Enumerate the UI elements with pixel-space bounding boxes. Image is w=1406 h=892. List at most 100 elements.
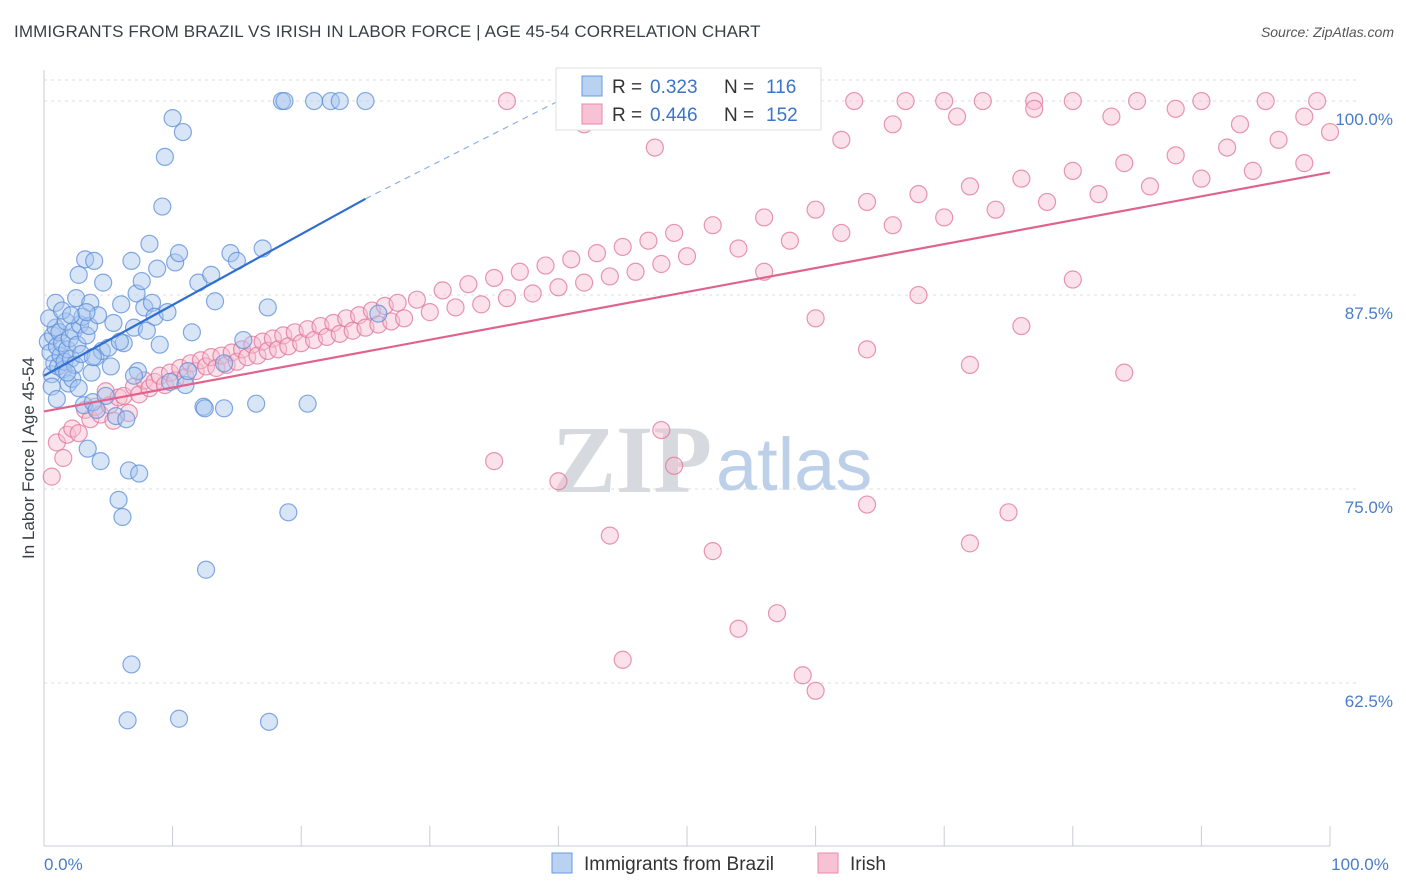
legend-irish-label[interactable]: Irish <box>850 854 886 875</box>
watermark-atlas: atlas <box>716 423 872 506</box>
irish-point <box>1218 138 1237 157</box>
irish-point <box>42 467 61 486</box>
brazil-point <box>122 655 141 674</box>
irish-point <box>935 91 954 111</box>
irish-point <box>857 495 877 514</box>
stats-legend: R = 0.323 N = 116 R = 0.446 N = 152 <box>555 67 822 131</box>
irish-point <box>626 262 645 281</box>
brazil-point <box>76 250 95 269</box>
brazil-point <box>78 439 97 458</box>
irish-point <box>472 295 491 314</box>
brazil-point <box>58 340 77 359</box>
irish-point <box>523 284 542 303</box>
irish-point <box>909 285 928 305</box>
stats-brazil-r-value: 0.323 <box>650 77 698 98</box>
irish-point <box>677 247 697 266</box>
brazil-point <box>119 461 138 480</box>
irish-point <box>883 115 902 134</box>
brazil-point <box>109 490 128 510</box>
brazil-point <box>61 306 81 325</box>
legend-brazil-swatch[interactable] <box>551 852 573 874</box>
irish-point <box>1295 107 1314 126</box>
irish-point <box>1166 99 1185 118</box>
irish-point <box>973 91 992 111</box>
brazil-point <box>214 399 234 418</box>
brazil-point <box>173 122 192 142</box>
irish-point <box>652 420 671 440</box>
irish-point <box>549 278 568 297</box>
irish-point <box>896 91 915 111</box>
brazil-point <box>67 289 86 308</box>
irish-point <box>665 456 684 475</box>
brazil-point <box>112 295 131 314</box>
irish-point <box>497 91 517 111</box>
stats-brazil-n-label: N = <box>724 77 754 98</box>
irish-point <box>1025 91 1044 111</box>
irish-point <box>767 604 787 623</box>
legend-brazil-label[interactable]: Immigrants from Brazil <box>584 854 774 875</box>
irish-point <box>960 177 980 196</box>
bottom-legend: Immigrants from Brazil Irish <box>551 852 886 875</box>
brazil-point <box>94 273 113 292</box>
irish-point <box>600 526 619 545</box>
trend-lines <box>43 100 1331 413</box>
brazil-point <box>304 91 324 111</box>
grid <box>44 79 1360 684</box>
irish-point <box>832 130 851 149</box>
irish-point <box>645 138 664 157</box>
brazil-point <box>298 394 317 413</box>
irish-point <box>1115 154 1134 173</box>
irish-point <box>587 244 607 263</box>
irish-point <box>857 340 877 359</box>
stats-brazil-r-label: R = <box>612 77 642 98</box>
legend-irish-swatch[interactable] <box>817 852 839 874</box>
source-label: Source: ZipAtlas.com <box>1260 24 1394 40</box>
stats-irish-swatch <box>581 103 603 125</box>
irish-point <box>832 223 851 243</box>
irish-point <box>703 216 722 235</box>
brazil-point <box>69 265 88 284</box>
series-irish-points <box>42 91 1340 700</box>
irish-point <box>420 303 439 322</box>
y-tick-label: 100.0% <box>1335 110 1393 129</box>
watermark-zip: ZIP <box>552 406 712 513</box>
irish-point <box>806 200 825 219</box>
brazil-point <box>77 303 96 322</box>
irish-point <box>755 208 774 227</box>
brazil-point <box>196 560 216 579</box>
brazil-point <box>205 292 225 311</box>
irish-point <box>1243 161 1262 180</box>
irish-point <box>1269 130 1288 149</box>
brazil-point <box>330 91 349 111</box>
irish-point <box>446 298 465 317</box>
x-tick-max: 100.0% <box>1331 855 1389 874</box>
brazil-point <box>169 709 189 728</box>
irish-point <box>562 250 581 269</box>
irish-point <box>510 262 529 281</box>
irish-point <box>407 290 427 309</box>
irish-point <box>1012 169 1031 188</box>
stats-brazil-swatch <box>581 75 603 97</box>
irish-point <box>600 267 619 286</box>
brazil-point <box>47 389 66 409</box>
x-tick-min: 0.0% <box>44 855 83 874</box>
y-tick-labels: 100.0% 87.5% 75.0% 62.5% <box>1335 110 1393 711</box>
irish-point <box>459 275 478 294</box>
brazil-point <box>153 197 172 216</box>
irish-point <box>1230 115 1250 134</box>
brazil-point <box>106 406 126 426</box>
irish-point <box>1308 91 1327 111</box>
irish-point <box>1063 161 1082 180</box>
brazil-point <box>117 410 136 429</box>
stats-irish-n-value: 152 <box>766 105 798 126</box>
brazil-point <box>132 271 151 291</box>
brazil-point <box>163 109 182 128</box>
brazil-point <box>104 313 123 333</box>
irish-point <box>1166 146 1185 165</box>
irish-point <box>485 268 504 288</box>
irish-point <box>243 335 262 354</box>
brazil-point <box>155 147 174 167</box>
irish-point <box>549 472 568 491</box>
irish-point <box>665 223 684 243</box>
stats-irish-r-label: R = <box>612 105 642 126</box>
